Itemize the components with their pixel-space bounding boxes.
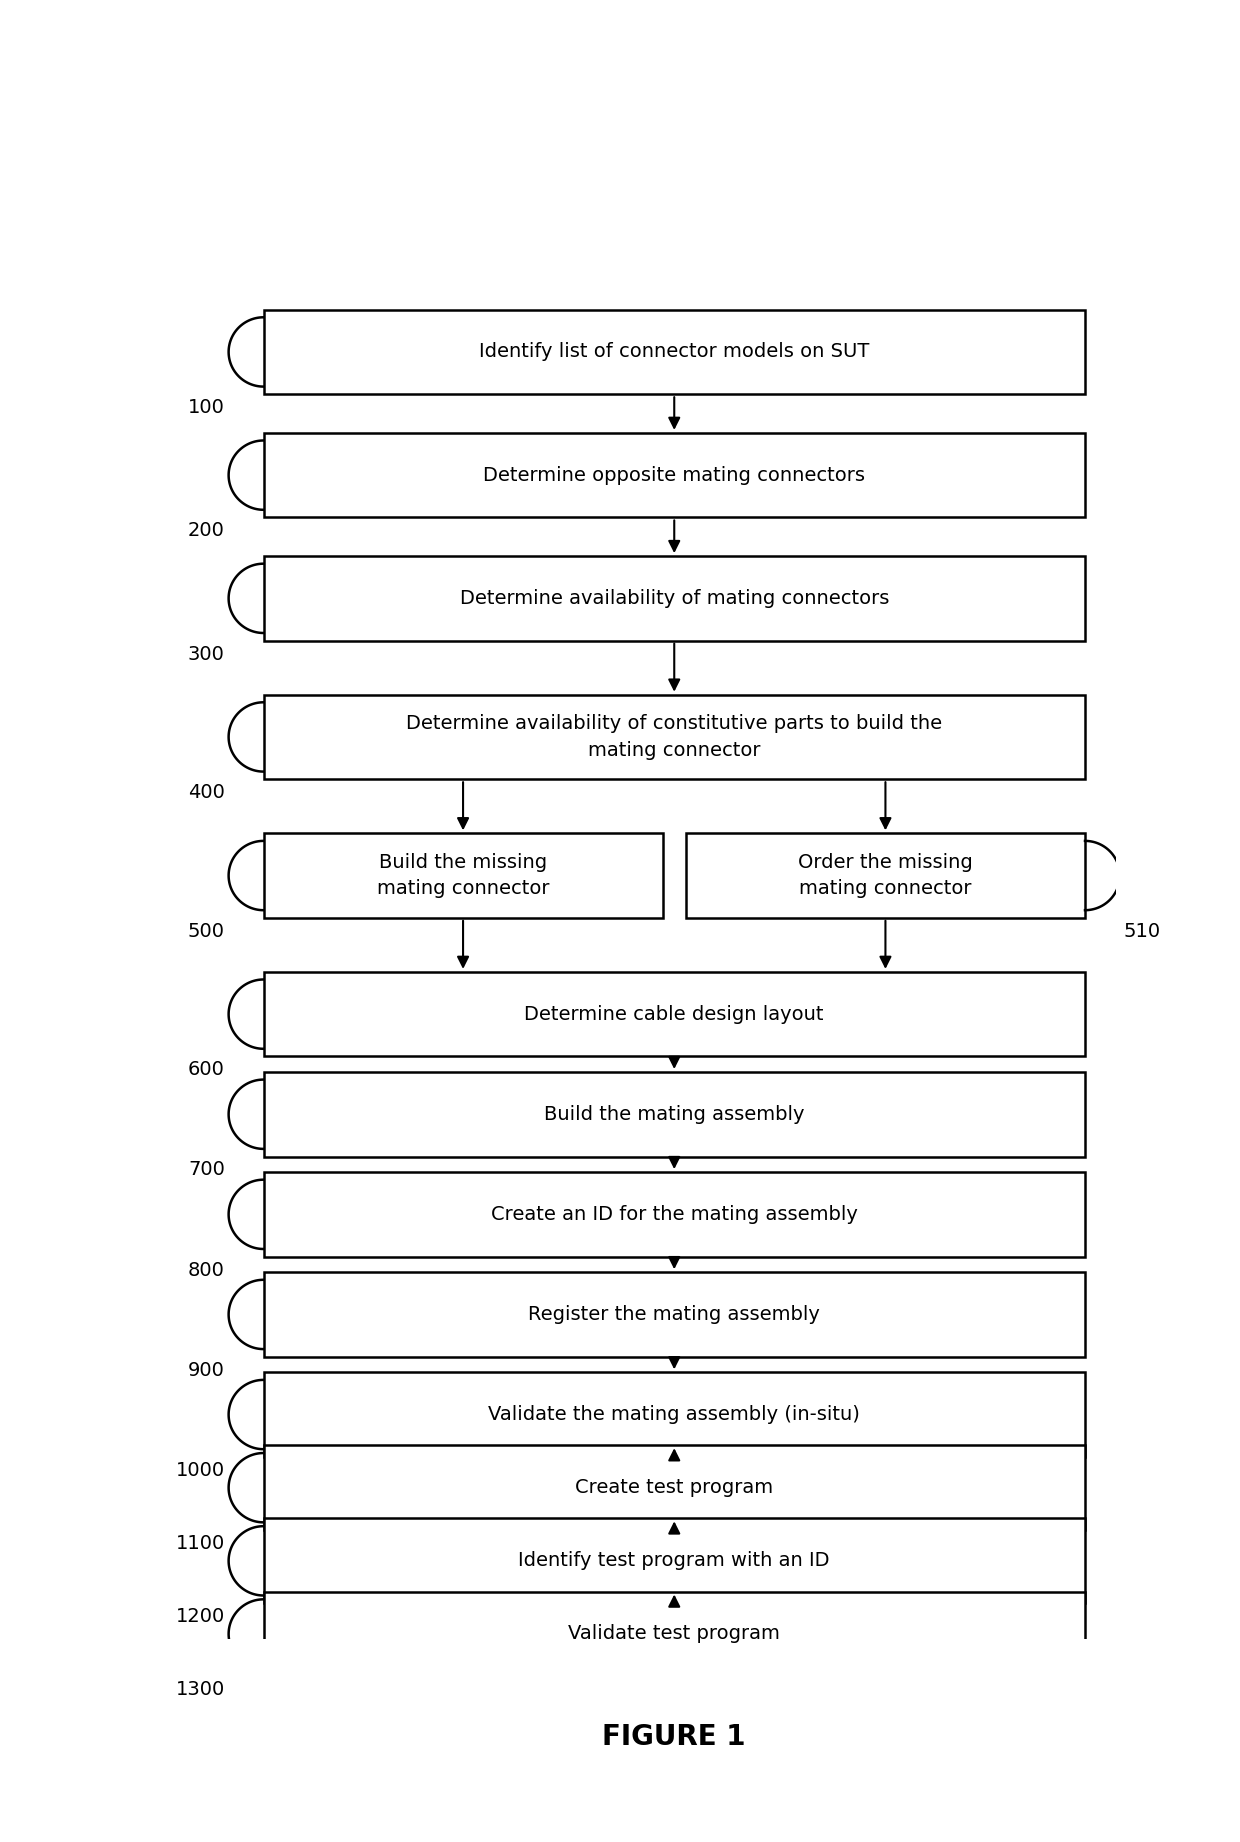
Bar — [263, 1446, 1085, 1531]
Bar — [263, 1591, 1085, 1676]
Text: 1200: 1200 — [176, 1606, 224, 1626]
Bar — [263, 973, 1085, 1057]
Text: Build the missing
mating connector: Build the missing mating connector — [377, 853, 549, 899]
Text: Determine cable design layout: Determine cable design layout — [525, 1004, 825, 1024]
Bar — [263, 694, 1085, 779]
Text: Create test program: Create test program — [575, 1477, 774, 1498]
Bar — [263, 1072, 1085, 1157]
Text: 700: 700 — [188, 1160, 224, 1179]
Bar — [263, 556, 1085, 641]
Text: Register the mating assembly: Register the mating assembly — [528, 1304, 820, 1324]
Text: Create an ID for the mating assembly: Create an ID for the mating assembly — [491, 1205, 858, 1223]
Text: 100: 100 — [188, 398, 224, 416]
Text: Validate the mating assembly (in-situ): Validate the mating assembly (in-situ) — [489, 1405, 861, 1424]
Bar — [263, 1518, 1085, 1603]
Text: FIGURE 1: FIGURE 1 — [603, 1722, 746, 1750]
Bar — [263, 309, 1085, 394]
Bar — [263, 1372, 1085, 1457]
Text: Validate test program: Validate test program — [568, 1625, 780, 1643]
Text: Determine opposite mating connectors: Determine opposite mating connectors — [484, 466, 866, 484]
Text: 200: 200 — [188, 521, 224, 540]
Text: 900: 900 — [188, 1361, 224, 1380]
Bar — [263, 833, 662, 917]
Text: Build the mating assembly: Build the mating assembly — [544, 1105, 805, 1124]
Text: 1000: 1000 — [176, 1461, 224, 1479]
Text: Identify list of connector models on SUT: Identify list of connector models on SUT — [479, 343, 869, 361]
Text: Determine availability of mating connectors: Determine availability of mating connect… — [460, 589, 889, 608]
Bar — [263, 1172, 1085, 1256]
Text: 1100: 1100 — [176, 1534, 224, 1553]
Text: 510: 510 — [1123, 921, 1161, 941]
Bar — [263, 1273, 1085, 1358]
Text: 500: 500 — [187, 921, 224, 941]
Text: 400: 400 — [188, 783, 224, 801]
Text: Identify test program with an ID: Identify test program with an ID — [518, 1551, 830, 1571]
Bar — [263, 433, 1085, 518]
Text: 300: 300 — [188, 645, 224, 663]
Text: 600: 600 — [188, 1061, 224, 1079]
Text: Determine availability of constitutive parts to build the
mating connector: Determine availability of constitutive p… — [407, 715, 942, 759]
Bar — [686, 833, 1085, 917]
Text: 1300: 1300 — [176, 1680, 224, 1698]
Text: 800: 800 — [188, 1260, 224, 1280]
Text: Order the missing
mating connector: Order the missing mating connector — [799, 853, 973, 899]
